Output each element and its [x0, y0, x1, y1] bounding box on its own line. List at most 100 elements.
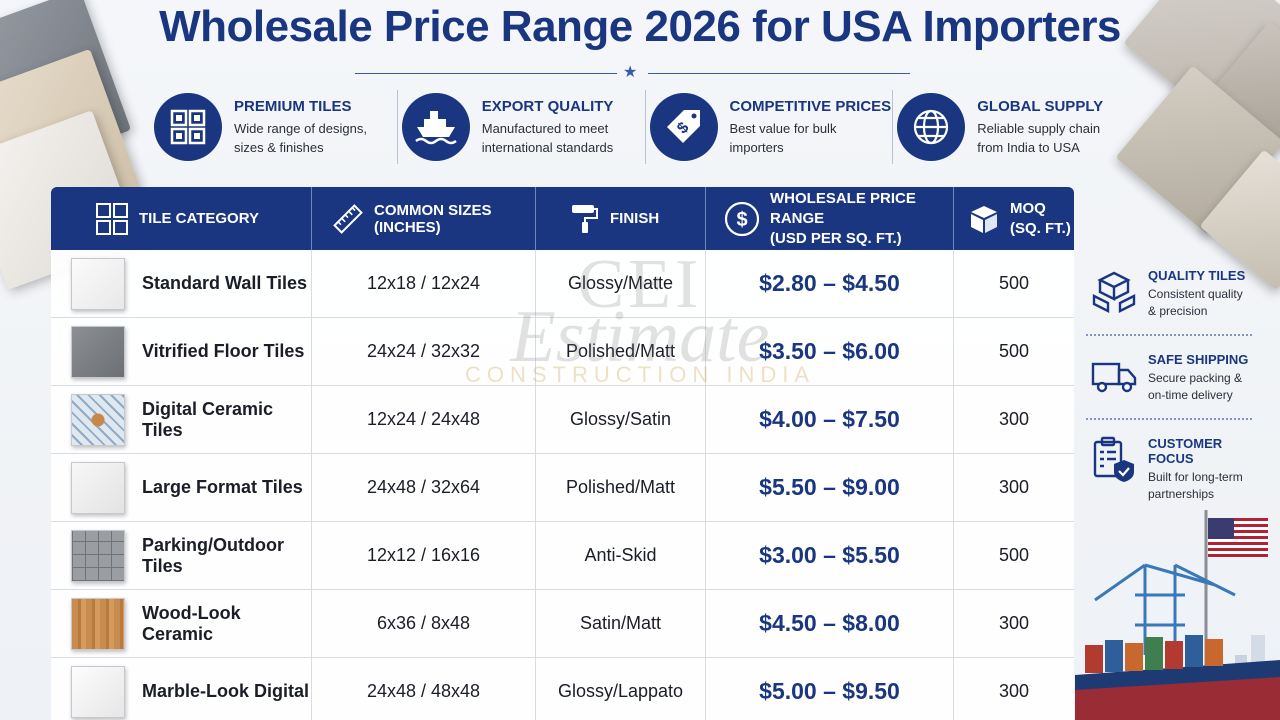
side-item-quality: QUALITY TILES Consistent quality & precis…: [1086, 262, 1252, 336]
row-category: Vitrified Floor Tiles: [142, 341, 305, 361]
row-finish: Glossy/Matte: [536, 250, 706, 317]
side-desc-line: Secure packing &: [1148, 371, 1243, 385]
row-category: Large Format Tiles: [142, 477, 303, 497]
row-finish: Satin/Matt: [536, 590, 706, 657]
side-item-shipping: SAFE SHIPPING Secure packing & on-time de…: [1086, 346, 1252, 420]
table-row: Wood-Look Ceramic 6x36 / 8x48 Satin/Matt…: [51, 590, 1074, 658]
header-moq: MOQ (SQ. FT.): [954, 187, 1074, 250]
side-title: QUALITY TILES: [1148, 268, 1246, 283]
table-row: Large Format Tiles 24x48 / 32x64 Polishe…: [51, 454, 1074, 522]
side-desc-line: partnerships: [1148, 487, 1215, 501]
header-tile-category: TILE CATEGORY: [51, 187, 312, 250]
header-label: COMMON SIZES (INCHES): [374, 201, 492, 236]
row-price: $2.80 – $4.50: [706, 250, 954, 317]
feature-premium-tiles: PREMIUM TILES Wide range of designs, size…: [150, 90, 398, 164]
tile-swatch: [71, 529, 125, 582]
port-ship-illustration: [1075, 505, 1280, 720]
row-moq: 300: [998, 409, 1030, 429]
side-title: SAFE SHIPPING: [1148, 352, 1249, 367]
row-category: Standard Wall Tiles: [142, 273, 308, 293]
row-sizes: 24x24 / 32x32: [312, 318, 536, 385]
header-label: WHOLESALE PRICE RANGE: [770, 189, 916, 227]
price-tag-icon: $: [649, 93, 718, 161]
feature-desc-line: Reliable supply chain: [977, 120, 1101, 136]
page-title: Wholesale Price Range 2026 for USA Impor…: [159, 2, 1121, 51]
box-icon: [968, 203, 1000, 235]
row-price: $5.00 – $9.50: [706, 658, 954, 720]
side-desc-line: on-time delivery: [1148, 388, 1233, 402]
tile-swatch: [71, 597, 125, 650]
tile-swatch: [71, 257, 125, 310]
truck-icon: [1090, 352, 1138, 400]
row-category: Digital Ceramic Tiles: [142, 398, 274, 440]
row-price: $4.00 – $7.50: [706, 386, 954, 453]
header-common-sizes: COMMON SIZES (INCHES): [312, 187, 536, 250]
row-finish: Glossy/Satin: [536, 386, 706, 453]
title-divider: ★: [355, 64, 910, 84]
header-label: (USD PER SQ. FT.): [770, 229, 902, 247]
row-moq: 500: [998, 545, 1030, 565]
feature-desc-line: sizes & finishes: [234, 139, 324, 155]
ruler-icon: [332, 203, 364, 235]
row-sizes: 12x12 / 16x16: [312, 522, 536, 589]
row-price: $3.50 – $6.00: [706, 318, 954, 385]
header-finish: FINISH: [536, 187, 706, 250]
row-moq: 500: [998, 341, 1030, 361]
table-row: Marble-Look Digital 24x48 / 48x48 Glossy…: [51, 658, 1074, 720]
globe-icon: [897, 93, 966, 161]
row-finish: Polished/Matt: [536, 454, 706, 521]
header-label: MOQ: [1010, 199, 1046, 217]
price-table: TILE CATEGORY COMMON SIZES (INCHES) FINI…: [51, 187, 1074, 720]
table-header: TILE CATEGORY COMMON SIZES (INCHES) FINI…: [51, 187, 1074, 250]
feature-global-supply: GLOBAL SUPPLY Reliable supply chain from …: [893, 90, 1140, 164]
header-label: FINISH: [610, 210, 660, 227]
table-row: Standard Wall Tiles 12x18 / 12x24 Glossy…: [51, 250, 1074, 318]
paint-roller-icon: [570, 203, 600, 235]
side-desc-line: Built for long-term: [1148, 470, 1243, 484]
row-finish: Polished/Matt: [536, 318, 706, 385]
tiles-grid-icon: [95, 202, 129, 236]
table-body: Standard Wall Tiles 12x18 / 12x24 Glossy…: [51, 250, 1074, 720]
tile-swatch: [71, 665, 125, 718]
row-moq: 300: [998, 681, 1030, 701]
feature-title: COMPETITIVE PRICES: [729, 97, 892, 115]
table-row: Parking/Outdoor Tiles 12x12 / 16x16 Anti…: [51, 522, 1074, 590]
feature-desc-line: Best value for bulk: [729, 120, 837, 136]
star-icon: ★: [623, 64, 638, 81]
row-sizes: 12x18 / 12x24: [312, 250, 536, 317]
header-label: TILE CATEGORY: [139, 210, 259, 227]
feature-title: GLOBAL SUPPLY: [977, 97, 1104, 115]
feature-export-quality: EXPORT QUALITY Manufactured to meet inter…: [398, 90, 646, 164]
side-title: CUSTOMER FOCUS: [1148, 436, 1223, 466]
tile-swatch: [71, 461, 125, 514]
side-item-customer: CUSTOMER FOCUS Built for long-term partne…: [1086, 430, 1252, 517]
row-sizes: 24x48 / 32x64: [312, 454, 536, 521]
row-sizes: 24x48 / 48x48: [312, 658, 536, 720]
side-desc-line: & precision: [1148, 304, 1208, 318]
side-desc-line: Consistent quality: [1148, 287, 1243, 301]
feature-title: EXPORT QUALITY: [481, 97, 614, 115]
row-category: Parking/Outdoor Tiles: [142, 534, 285, 576]
quality-boxes-icon: [1090, 268, 1138, 316]
table-row: Digital Ceramic Tiles 12x24 / 24x48 Glos…: [51, 386, 1074, 454]
feature-desc-line: importers: [729, 139, 784, 155]
feature-desc-line: Manufactured to meet: [481, 120, 609, 136]
feature-desc-line: Wide range of designs,: [234, 120, 367, 136]
row-price: $4.50 – $8.00: [706, 590, 954, 657]
feature-competitive-prices: $ COMPETITIVE PRICES Best value for bulk…: [646, 90, 894, 164]
row-finish: Anti-Skid: [536, 522, 706, 589]
row-price: $5.50 – $9.00: [706, 454, 954, 521]
feature-strip: PREMIUM TILES Wide range of designs, size…: [150, 90, 1140, 164]
row-category: Wood-Look Ceramic: [142, 602, 241, 644]
tile-swatch: [71, 393, 125, 446]
row-category: Marble-Look Digital: [142, 681, 310, 701]
row-sizes: 12x24 / 24x48: [312, 386, 536, 453]
feature-desc-line: from India to USA: [977, 139, 1080, 155]
feature-desc-line: international standards: [481, 139, 614, 155]
row-moq: 300: [998, 613, 1030, 633]
side-benefits: QUALITY TILES Consistent quality & precis…: [1086, 262, 1252, 527]
row-price: $3.00 – $5.50: [706, 522, 954, 589]
row-finish: Glossy/Lappato: [536, 658, 706, 720]
tile-swatch: [71, 325, 125, 378]
row-moq: 500: [998, 273, 1030, 293]
